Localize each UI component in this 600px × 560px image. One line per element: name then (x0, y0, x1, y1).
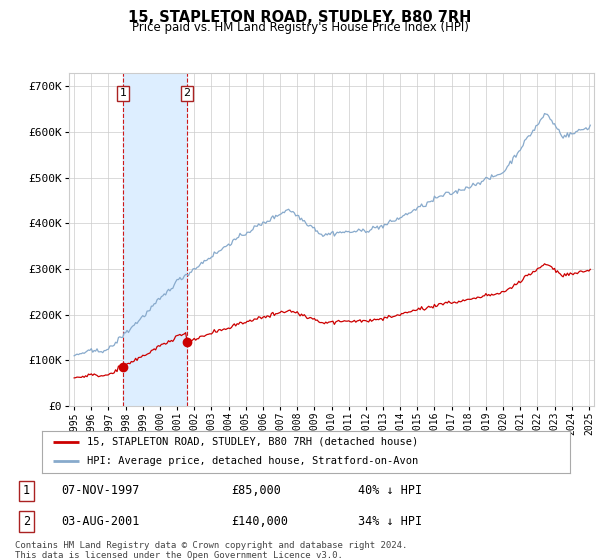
Text: Contains HM Land Registry data © Crown copyright and database right 2024.
This d: Contains HM Land Registry data © Crown c… (15, 540, 407, 560)
Text: 2: 2 (184, 88, 191, 99)
Text: HPI: Average price, detached house, Stratford-on-Avon: HPI: Average price, detached house, Stra… (87, 456, 418, 466)
Text: 1: 1 (23, 484, 30, 497)
Text: 40% ↓ HPI: 40% ↓ HPI (358, 484, 422, 497)
Text: 03-AUG-2001: 03-AUG-2001 (61, 515, 139, 528)
Text: 2: 2 (23, 515, 30, 528)
Text: £140,000: £140,000 (231, 515, 288, 528)
Text: 34% ↓ HPI: 34% ↓ HPI (358, 515, 422, 528)
Text: 15, STAPLETON ROAD, STUDLEY, B80 7RH: 15, STAPLETON ROAD, STUDLEY, B80 7RH (128, 10, 472, 25)
Text: £85,000: £85,000 (231, 484, 281, 497)
Bar (123, 73, 187, 406)
Text: Price paid vs. HM Land Registry's House Price Index (HPI): Price paid vs. HM Land Registry's House … (131, 21, 469, 34)
Text: 15, STAPLETON ROAD, STUDLEY, B80 7RH (detached house): 15, STAPLETON ROAD, STUDLEY, B80 7RH (de… (87, 437, 418, 447)
Text: 07-NOV-1997: 07-NOV-1997 (61, 484, 139, 497)
Text: 1: 1 (119, 88, 127, 99)
